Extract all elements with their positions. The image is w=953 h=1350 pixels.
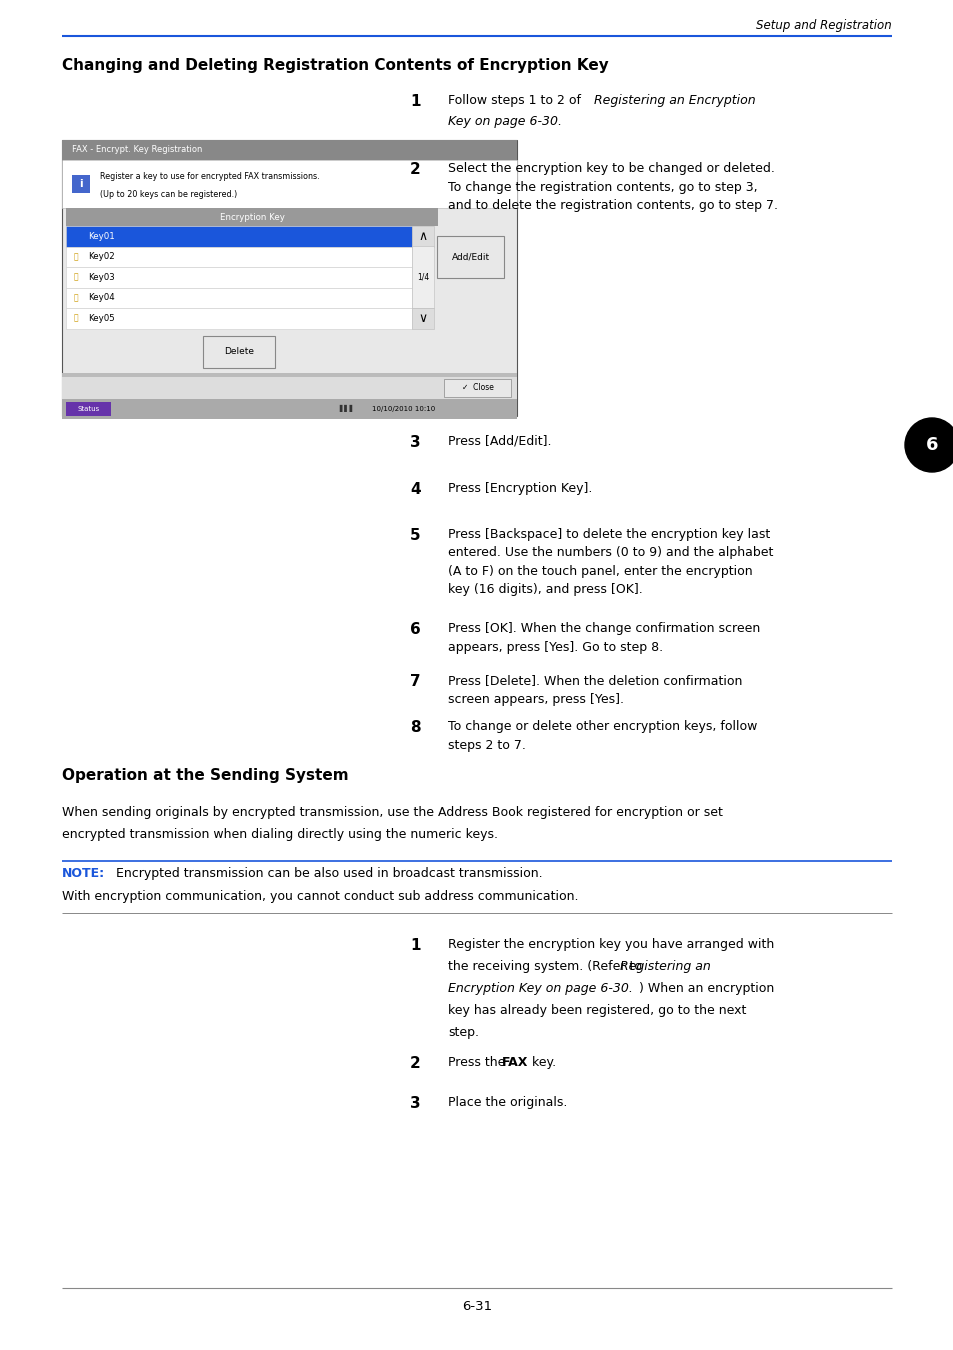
- Text: Key02: Key02: [88, 252, 114, 262]
- Bar: [66, 247, 412, 267]
- Bar: [62, 377, 517, 398]
- Text: 7: 7: [410, 674, 420, 688]
- Text: Encryption Key on page 6-30.: Encryption Key on page 6-30.: [448, 981, 632, 995]
- Text: Press [Backspace] to delete the encryption key last
entered. Use the numbers (0 : Press [Backspace] to delete the encrypti…: [448, 528, 773, 597]
- Text: 2: 2: [410, 1056, 420, 1071]
- Text: Press the: Press the: [448, 1056, 509, 1069]
- Text: Press [OK]. When the change confirmation screen
appears, press [Yes]. Go to step: Press [OK]. When the change confirmation…: [448, 622, 760, 653]
- Bar: [62, 398, 517, 418]
- Text: ∨: ∨: [418, 312, 427, 325]
- Text: NOTE:: NOTE:: [62, 867, 105, 880]
- Text: When sending originals by encrypted transmission, use the Address Book registere: When sending originals by encrypted tran…: [62, 806, 722, 819]
- Text: Register the encryption key you have arranged with: Register the encryption key you have arr…: [448, 938, 774, 950]
- Text: 1: 1: [410, 95, 420, 109]
- Text: Operation at the Sending System: Operation at the Sending System: [62, 768, 348, 783]
- Text: FAX: FAX: [501, 1056, 528, 1069]
- FancyBboxPatch shape: [443, 378, 511, 397]
- Text: ▐▐▐: ▐▐▐: [335, 405, 352, 412]
- Text: 1/4: 1/4: [416, 273, 429, 282]
- Bar: [66, 288, 412, 308]
- Text: 2: 2: [410, 162, 420, 177]
- Text: ✓  Close: ✓ Close: [461, 383, 493, 392]
- Text: Key05: Key05: [88, 313, 114, 323]
- Text: 🔑: 🔑: [73, 313, 78, 323]
- Text: With encryption communication, you cannot conduct sub address communication.: With encryption communication, you canno…: [62, 890, 578, 903]
- Text: Registering an Encryption: Registering an Encryption: [594, 95, 755, 107]
- Text: encrypted transmission when dialing directly using the numeric keys.: encrypted transmission when dialing dire…: [62, 828, 497, 841]
- Text: Press [Delete]. When the deletion confirmation
screen appears, press [Yes].: Press [Delete]. When the deletion confir…: [448, 674, 741, 706]
- Text: Delete: Delete: [224, 347, 253, 356]
- Text: Status: Status: [77, 405, 99, 412]
- Text: Key on page 6-30.: Key on page 6-30.: [448, 115, 561, 128]
- Text: (Up to 20 keys can be registered.): (Up to 20 keys can be registered.): [100, 190, 237, 198]
- Text: ) When an encryption: ) When an encryption: [639, 981, 774, 995]
- Text: 5: 5: [410, 528, 420, 543]
- Bar: [66, 267, 412, 288]
- Text: 10/10/2010 10:10: 10/10/2010 10:10: [372, 405, 435, 412]
- Bar: [62, 140, 517, 161]
- Bar: [66, 401, 111, 416]
- Text: FAX - Encrypt. Key Registration: FAX - Encrypt. Key Registration: [71, 146, 202, 154]
- Text: Place the originals.: Place the originals.: [448, 1096, 567, 1108]
- Bar: [62, 161, 517, 208]
- Text: Encrypted transmission can be also used in broadcast transmission.: Encrypted transmission can be also used …: [112, 867, 542, 880]
- Text: 🔑: 🔑: [73, 252, 78, 262]
- Text: Key03: Key03: [88, 273, 114, 282]
- Text: 3: 3: [410, 435, 420, 450]
- Text: ∧: ∧: [418, 230, 427, 243]
- Text: Add/Edit: Add/Edit: [451, 252, 489, 262]
- Bar: [71, 176, 90, 193]
- Text: 1: 1: [410, 938, 420, 953]
- Bar: [412, 308, 434, 328]
- Text: Select the encryption key to be changed or deleted.
To change the registration c: Select the encryption key to be changed …: [448, 162, 778, 212]
- Bar: [412, 247, 434, 308]
- Text: 🔑: 🔑: [73, 273, 78, 282]
- Text: 3: 3: [410, 1096, 420, 1111]
- Bar: [66, 208, 437, 225]
- Bar: [66, 308, 412, 328]
- Text: 6-31: 6-31: [461, 1300, 492, 1314]
- Text: step.: step.: [448, 1026, 478, 1040]
- Bar: [62, 373, 517, 377]
- FancyBboxPatch shape: [436, 236, 503, 278]
- Text: 6: 6: [924, 436, 937, 454]
- Text: 8: 8: [410, 720, 420, 734]
- Bar: [412, 225, 434, 247]
- Text: Changing and Deleting Registration Contents of Encryption Key: Changing and Deleting Registration Conte…: [62, 58, 608, 73]
- Circle shape: [904, 418, 953, 472]
- Text: 6: 6: [410, 622, 420, 637]
- Text: Registering an: Registering an: [619, 960, 710, 973]
- Text: Encryption Key: Encryption Key: [219, 212, 284, 221]
- Bar: [62, 140, 517, 416]
- Text: Setup and Registration: Setup and Registration: [756, 19, 891, 32]
- Text: i: i: [79, 180, 83, 189]
- FancyBboxPatch shape: [203, 336, 274, 367]
- Text: Follow steps 1 to 2 of: Follow steps 1 to 2 of: [448, 95, 584, 107]
- Text: Press [Add/Edit].: Press [Add/Edit].: [448, 435, 551, 448]
- Text: 🔑: 🔑: [73, 293, 78, 302]
- Text: key.: key.: [527, 1056, 556, 1069]
- Text: Key04: Key04: [88, 293, 114, 302]
- Text: Press [Encryption Key].: Press [Encryption Key].: [448, 482, 592, 495]
- Text: To change or delete other encryption keys, follow
steps 2 to 7.: To change or delete other encryption key…: [448, 720, 757, 752]
- Bar: [66, 225, 412, 247]
- Text: Register a key to use for encrypted FAX transmissions.: Register a key to use for encrypted FAX …: [100, 171, 319, 181]
- Text: 4: 4: [410, 482, 420, 497]
- Text: the receiving system. (Refer to: the receiving system. (Refer to: [448, 960, 645, 973]
- Text: key has already been registered, go to the next: key has already been registered, go to t…: [448, 1004, 745, 1017]
- Text: Key01: Key01: [88, 232, 114, 240]
